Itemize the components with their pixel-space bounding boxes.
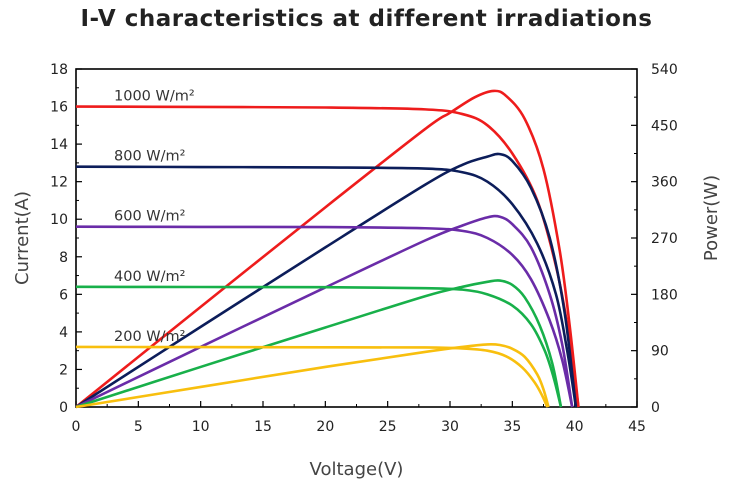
y-tick-label: 2 [59, 362, 68, 378]
y-tick-label: 4 [59, 325, 68, 341]
y2-tick-label: 540 [651, 62, 678, 78]
y-tick-label: 6 [59, 287, 68, 303]
x-tick-label: 45 [628, 419, 646, 435]
y2-tick-label: 90 [651, 344, 669, 360]
y2-tick-label: 450 [651, 118, 678, 134]
x-tick-label: 5 [134, 419, 143, 435]
y-tick-label: 12 [50, 175, 68, 191]
y2-tick-label: 270 [651, 231, 678, 247]
pv-curve [75, 214, 574, 409]
plot-frame [75, 68, 638, 408]
y2-axis-title: Power(W) [701, 175, 722, 261]
x-tick-label: 0 [72, 419, 81, 435]
irradiance-label: 600 W/m² [114, 209, 185, 225]
iv-curve [75, 345, 549, 408]
y-tick-label: 14 [50, 137, 68, 153]
irradiance-label: 800 W/m² [114, 149, 185, 165]
x-tick-label: 35 [503, 419, 521, 435]
y-tick-label: 8 [59, 250, 68, 266]
x-axis-title: Voltage(V) [310, 459, 404, 480]
irradiance-label: 200 W/m² [114, 329, 185, 345]
pv-curve [75, 152, 578, 409]
y2-tick-label: 360 [651, 175, 678, 191]
y2-tick-label: 180 [651, 287, 678, 303]
x-tick-label: 20 [316, 419, 334, 435]
irradiance-label: 1000 W/m² [114, 89, 195, 105]
y-tick-label: 10 [50, 212, 68, 228]
y-tick-label: 18 [50, 62, 68, 78]
pv-curve [75, 279, 563, 409]
y-tick-label: 16 [50, 100, 68, 116]
x-tick-label: 30 [441, 419, 459, 435]
y2-tick-label: 0 [651, 400, 660, 416]
iv-curve [75, 225, 574, 408]
pv-curve [75, 342, 550, 409]
y-tick-label: 0 [59, 400, 68, 416]
pv-curve [75, 89, 580, 409]
x-tick-label: 40 [566, 419, 584, 435]
iv-curve [75, 165, 578, 408]
chart-title: I-V characteristics at different irradia… [80, 6, 653, 32]
irradiance-label: 400 W/m² [114, 269, 185, 285]
x-tick-label: 25 [379, 419, 397, 435]
y-axis-title: Current(A) [12, 191, 33, 285]
x-tick-label: 10 [192, 419, 210, 435]
iv-curve [75, 285, 563, 408]
x-tick-label: 15 [254, 419, 272, 435]
